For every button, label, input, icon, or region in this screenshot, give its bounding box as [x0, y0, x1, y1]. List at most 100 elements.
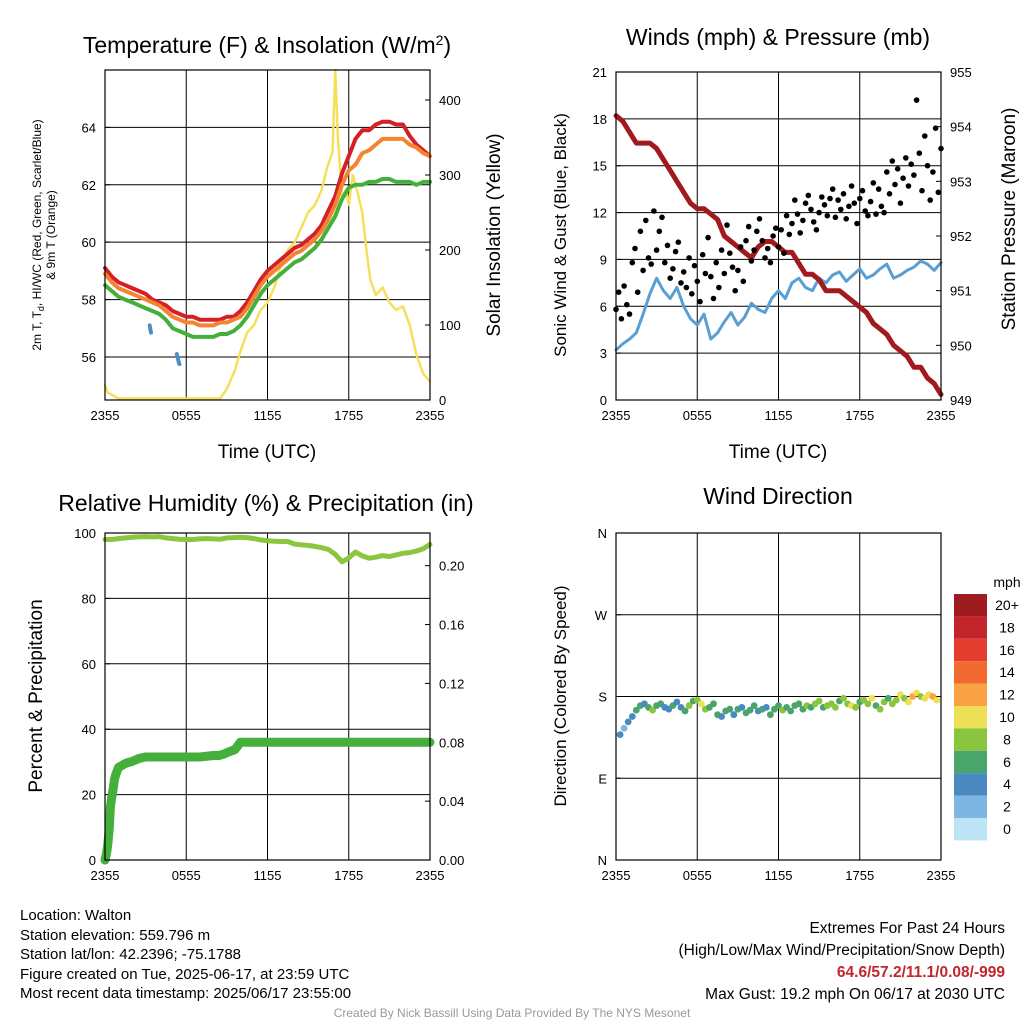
winds-border	[615, 71, 942, 401]
direction-point	[620, 724, 628, 732]
gust-point	[911, 172, 917, 178]
gust-point	[835, 197, 841, 203]
gust-point	[908, 161, 914, 167]
gust-point	[724, 222, 730, 228]
direction-xtick-label: 2355	[927, 868, 956, 883]
colorbar-label: 2	[1003, 799, 1011, 815]
humidity-title: Relative Humidity (%) & Precipitation (i…	[58, 490, 473, 516]
colorbar-swatch	[954, 773, 987, 796]
gust-point	[697, 298, 703, 305]
gust-point	[764, 245, 771, 252]
rh-series-line	[102, 534, 433, 565]
direction-point	[876, 705, 884, 713]
gust-point	[710, 295, 717, 302]
gust-point	[792, 197, 798, 203]
humidity-border	[104, 532, 431, 861]
direction-point	[730, 711, 738, 719]
winds-y2label: Station Pressure (Maroon)	[999, 108, 1020, 331]
gust-point	[648, 261, 654, 267]
humidity-ytick-label: 20	[82, 788, 96, 803]
direction-point	[710, 700, 717, 708]
gust-point	[672, 248, 679, 255]
colorbar-label: 14	[999, 664, 1015, 680]
gust-point	[859, 187, 866, 194]
gust-point	[851, 200, 858, 206]
humidity-xtick-label: 1155	[254, 868, 282, 883]
winds-ytick-label: 6	[600, 299, 607, 314]
gust-point	[643, 217, 649, 224]
winds-panel: Winds (mph) & Pressure (mb) Time (UTC) S…	[551, 24, 1020, 463]
colorbar-swatch	[954, 818, 987, 841]
direction-border	[615, 532, 942, 861]
gust-point	[878, 203, 885, 210]
temperature-xtick-label: 1155	[254, 408, 282, 423]
temperature-border	[104, 69, 431, 401]
direction-point	[681, 707, 689, 715]
temperature-y2tick-label: 0	[439, 393, 446, 408]
gust-point	[843, 216, 849, 222]
colorbar-label: 20+	[995, 597, 1019, 613]
gust-point	[732, 287, 738, 294]
winds-y2tick-label: 951	[950, 284, 972, 299]
gust-point	[797, 230, 803, 236]
speed-colorbar: 20+ 18 16 14 12 10 8 6 4 2 0	[954, 594, 1019, 841]
gust-point	[634, 289, 641, 296]
nine-m-temp-series-line	[103, 136, 432, 328]
gust-point	[659, 214, 665, 221]
colorbar-label: 18	[999, 619, 1015, 635]
direction-point	[649, 706, 656, 714]
gust-point	[832, 214, 839, 221]
colorbar-label: 16	[999, 642, 1015, 658]
direction-panel: Wind Direction Direction (Colored By Spe…	[551, 483, 1021, 841]
colorbar-swatch	[954, 795, 987, 818]
gust-point	[705, 234, 711, 241]
gust-point	[675, 239, 682, 245]
temperature-ytick-label: 56	[82, 350, 96, 365]
winds-title: Winds (mph) & Pressure (mb)	[626, 24, 930, 50]
winds-ytick-label: 3	[600, 346, 607, 361]
gust-point	[708, 273, 714, 280]
winds-y2tick-label: 954	[950, 120, 972, 135]
gust-point	[751, 247, 757, 253]
gust-point	[662, 259, 668, 266]
gust-point	[800, 217, 806, 224]
direction-ytick-label: N	[598, 853, 607, 868]
winds-ytick-label: 9	[600, 252, 607, 267]
extremes-info: Extremes For Past 24 Hours (High/Low/Max…	[679, 918, 1006, 1006]
temperature-xlabel: Time (UTC)	[218, 442, 317, 463]
temperature-ytick-label: 64	[82, 120, 96, 135]
direction-title: Wind Direction	[703, 483, 853, 509]
colorbar-swatch	[954, 594, 987, 617]
gust-point	[903, 155, 909, 161]
humidity-y2tick-label: 0.04	[439, 794, 464, 809]
direction-point	[762, 704, 770, 711]
winds-xtick-label: 1155	[765, 408, 793, 423]
gust-point	[848, 183, 855, 189]
temperature-y2tick-label: 100	[439, 318, 461, 333]
winds-xtick-label: 2355	[602, 408, 631, 423]
gust-point	[740, 278, 747, 285]
gust-point	[838, 206, 844, 213]
direction-point	[673, 698, 681, 706]
colorbar-swatch	[954, 661, 987, 684]
gust-point	[743, 237, 749, 244]
gust-point	[816, 209, 822, 216]
gust-point	[922, 133, 928, 139]
humidity-y2tick-label: 0.16	[439, 618, 464, 633]
gust-point	[889, 158, 896, 164]
temperature-xtick-label: 2355	[91, 408, 120, 423]
location-text: Location: Walton	[20, 907, 132, 924]
winds-xtick-label: 2355	[927, 408, 956, 423]
direction-xtick-label: 1755	[845, 868, 874, 883]
temperature-xtick-label: 1755	[334, 408, 363, 423]
colorbar-label: 6	[1003, 754, 1011, 770]
humidity-xtick-label: 2355	[91, 868, 120, 883]
extremes-values: 64.6/57.2/11.1/0.08/-999	[836, 964, 1005, 981]
direction-point	[685, 702, 693, 709]
station-info: Location: Walton Station elevation: 559.…	[20, 906, 351, 1004]
gust-point	[775, 244, 782, 250]
temperature-panel: Temperature (F) & Insolation (W/m2) Time…	[30, 32, 505, 463]
gust-point	[808, 206, 814, 213]
gust-point	[621, 283, 627, 289]
gust-point	[618, 316, 625, 322]
